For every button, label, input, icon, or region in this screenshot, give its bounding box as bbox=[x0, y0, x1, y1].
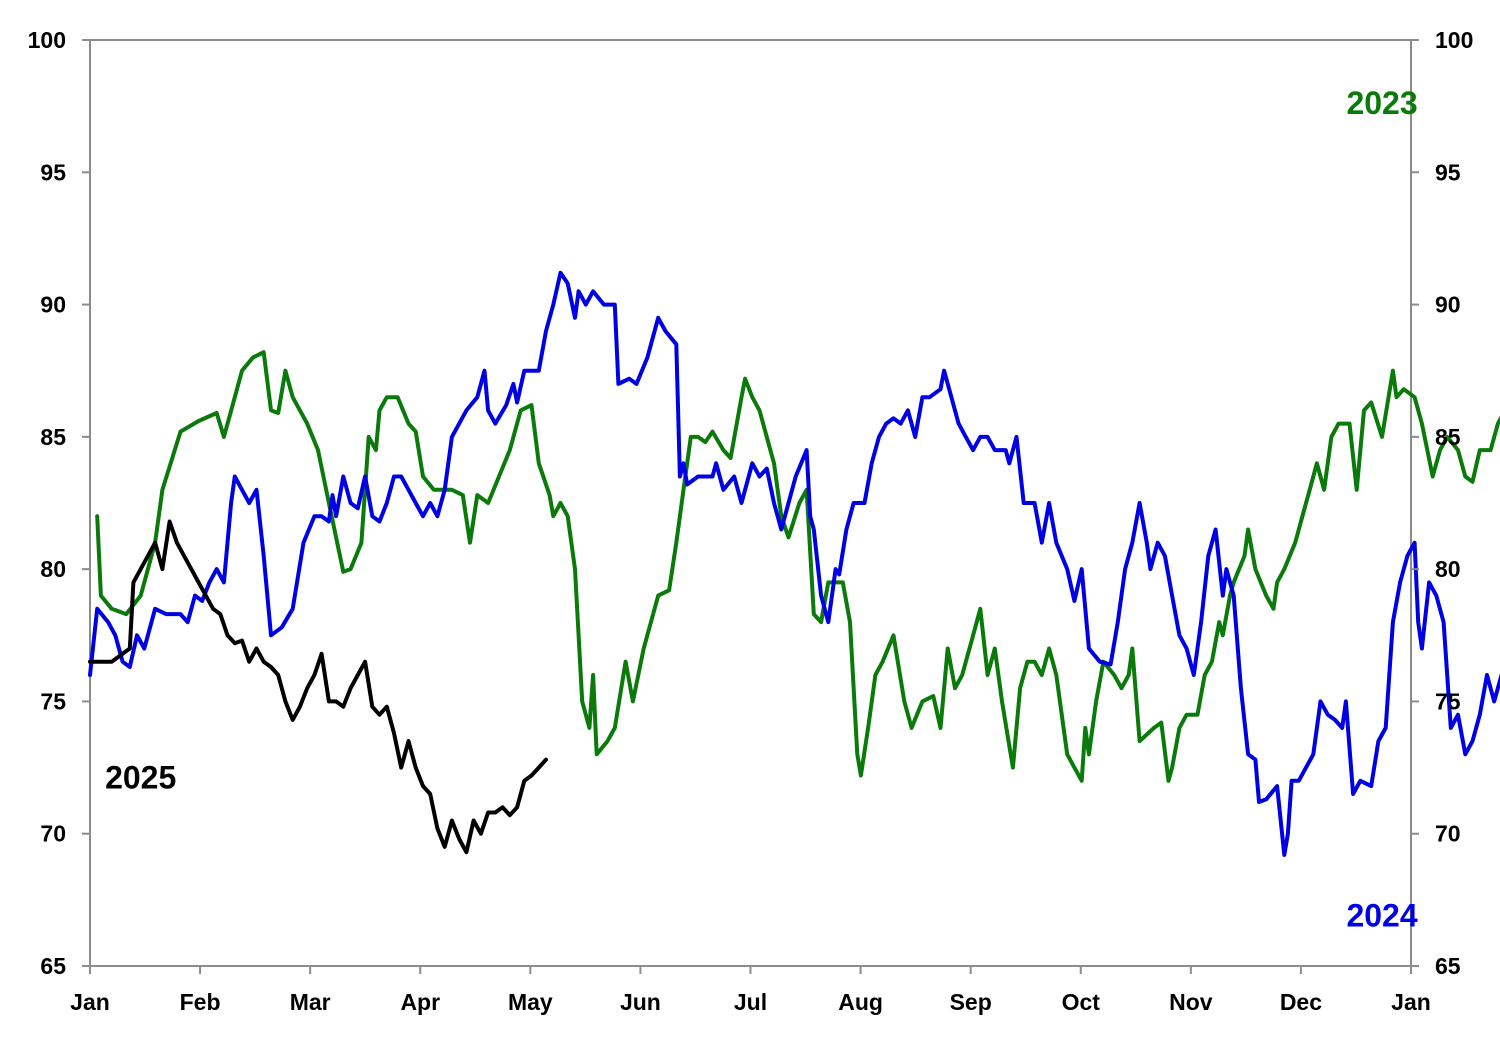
y-tick-label-left: 85 bbox=[40, 424, 66, 450]
x-tick-label: Jan bbox=[1391, 989, 1431, 1015]
x-tick-label: May bbox=[508, 989, 553, 1015]
y-tick-label-left: 65 bbox=[40, 953, 66, 979]
y-tick-label-right: 85 bbox=[1435, 424, 1461, 450]
x-tick-label: Jun bbox=[620, 989, 661, 1015]
y-tick-label-right: 100 bbox=[1435, 27, 1473, 53]
series-label-2023: 2023 bbox=[1346, 85, 1417, 121]
plot-area-border bbox=[89, 39, 1412, 967]
series-label-2025: 2025 bbox=[105, 760, 176, 796]
y-tick-label-left: 95 bbox=[40, 159, 66, 185]
x-tick-label: Apr bbox=[400, 989, 440, 1015]
x-tick-label: Dec bbox=[1280, 989, 1322, 1015]
y-tick-label-right: 75 bbox=[1435, 688, 1461, 714]
series-line-2024 bbox=[88, 270, 1500, 857]
axes: 65 65 70 70 75 75 80 80 85 85 90 90 95 95 100 100 Jan Feb… bbox=[28, 27, 1474, 1015]
y-tick-label-left: 100 bbox=[28, 27, 66, 53]
series-line-2025 bbox=[88, 519, 548, 855]
y-tick-label-right: 70 bbox=[1435, 821, 1461, 847]
y-tick-label-left: 70 bbox=[40, 821, 66, 847]
x-tick-label: Sep bbox=[950, 989, 992, 1015]
y-tick-label-right: 90 bbox=[1435, 292, 1461, 318]
x-tick-label: Jul bbox=[734, 989, 767, 1015]
y-tick-label-left: 90 bbox=[40, 292, 66, 318]
series-lines bbox=[88, 270, 1500, 857]
x-tick-label: Oct bbox=[1062, 989, 1101, 1015]
y-tick-label-left: 80 bbox=[40, 556, 66, 582]
y-tick-label-left: 75 bbox=[40, 688, 66, 714]
x-tick-label: Feb bbox=[180, 989, 221, 1015]
y-tick-label-right: 95 bbox=[1435, 159, 1461, 185]
series-labels: 2023 2024 2025 bbox=[105, 85, 1418, 933]
series-label-2024: 2024 bbox=[1346, 897, 1417, 933]
x-tick-label: Jan bbox=[70, 989, 110, 1015]
x-tick-label: Mar bbox=[290, 989, 331, 1015]
y-tick-label-right: 80 bbox=[1435, 556, 1461, 582]
y-tick-label-right: 65 bbox=[1435, 953, 1461, 979]
plot-frame bbox=[89, 39, 1412, 967]
series-line-2023 bbox=[95, 350, 1500, 783]
x-tick-label: Nov bbox=[1169, 989, 1213, 1015]
x-tick-label: Aug bbox=[838, 989, 883, 1015]
